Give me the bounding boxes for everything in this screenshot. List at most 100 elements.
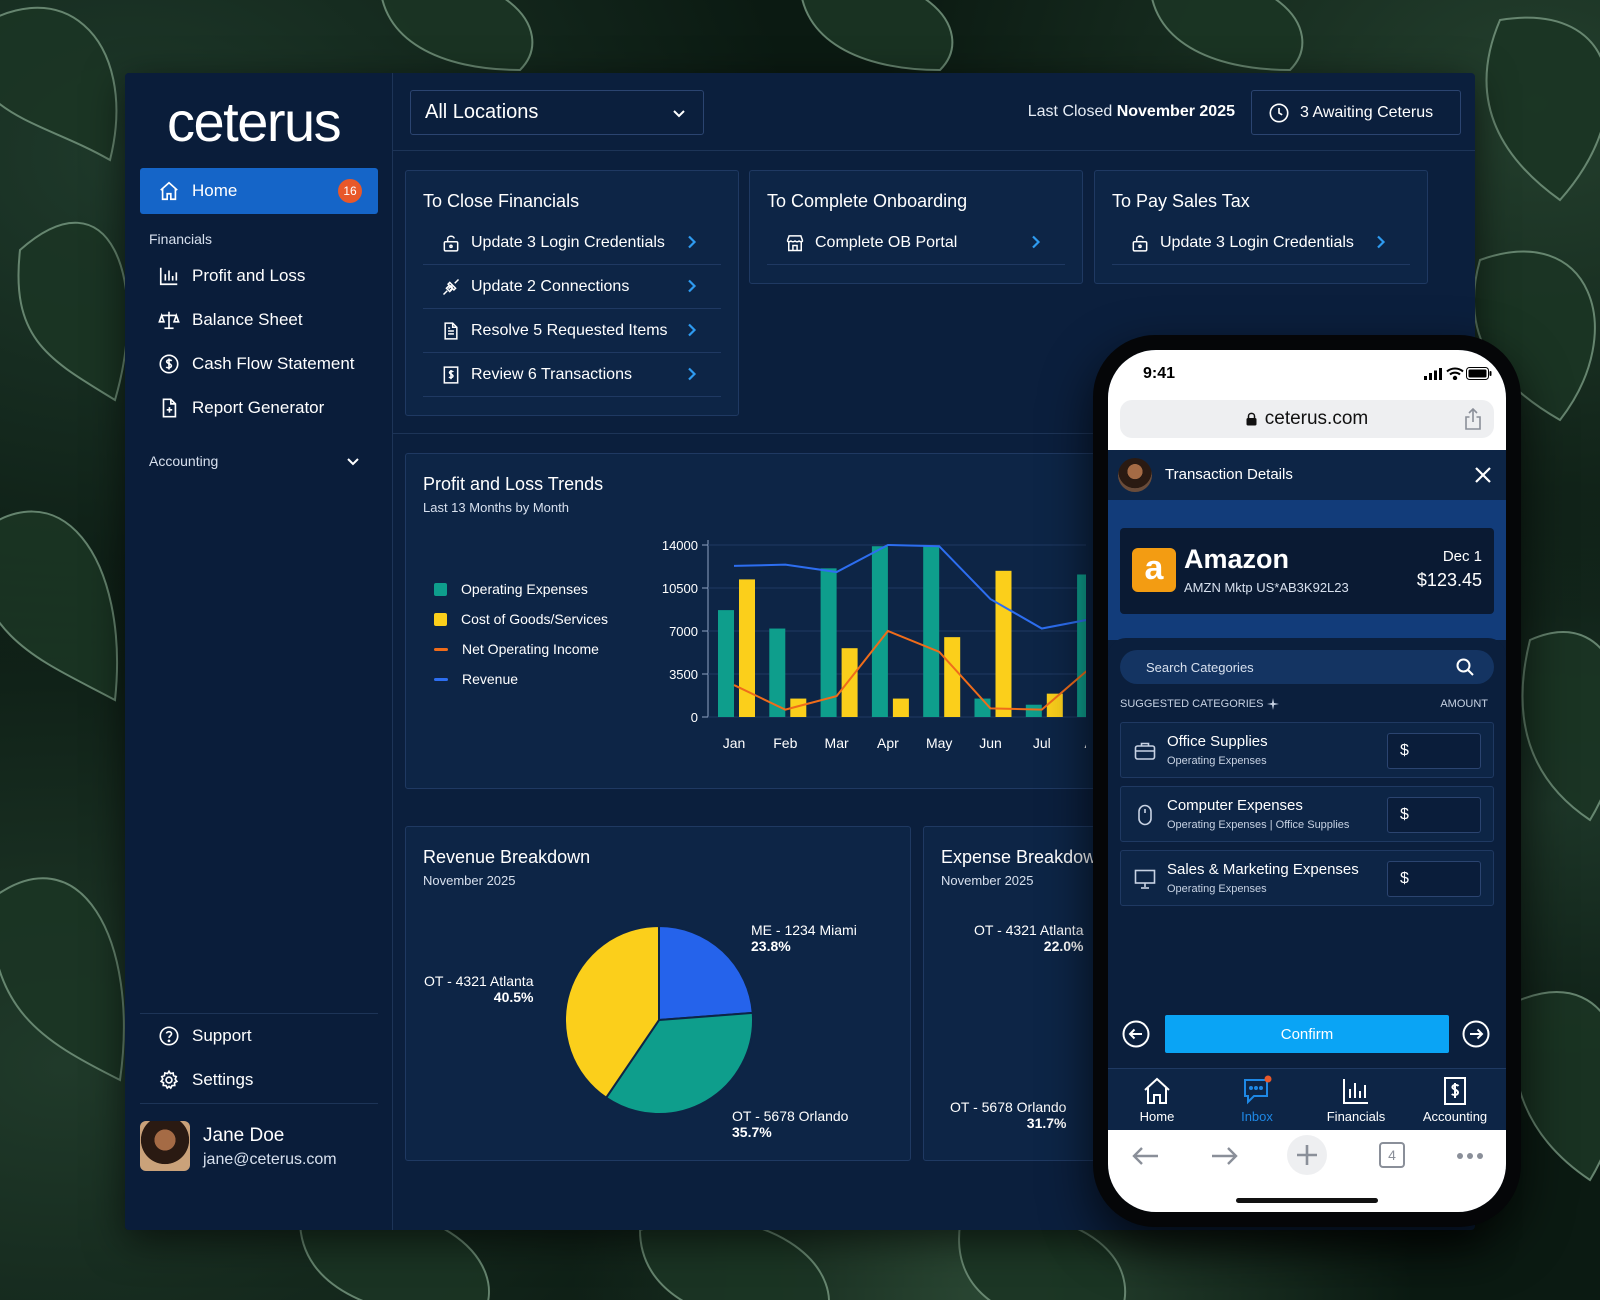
- tab-label: Accounting: [1422, 1109, 1488, 1124]
- accounting-heading[interactable]: Accounting: [149, 453, 219, 469]
- suggested-categories-label: SUGGESTED CATEGORIES: [1120, 698, 1280, 710]
- more-options-icon[interactable]: [1452, 1138, 1488, 1174]
- bar-cost-of-goods-services-may: [944, 637, 961, 717]
- pie-slice-ot-4321-atlanta: [564, 924, 660, 1100]
- card-title: To Close Financials: [423, 191, 580, 211]
- chart-title: Expense Breakdow: [941, 847, 1097, 867]
- sidebar-item-label: Profit and Loss: [192, 266, 306, 285]
- pay-sales-tax-card: To Pay Sales Tax Update 3 Login Credenti…: [1094, 170, 1428, 284]
- topbar: All Locations Last Closed November 2025 …: [393, 73, 1475, 151]
- task-label: Complete OB Portal: [815, 233, 958, 251]
- pie-label-atlanta: OT - 4321 Atlanta 40.5%: [424, 973, 533, 1005]
- x-tick-label: Feb: [773, 735, 797, 751]
- legend-swatch: [434, 612, 447, 626]
- chevron-down-icon: [673, 110, 685, 118]
- notification-badge: 16: [338, 179, 362, 203]
- transaction-date: Dec 1: [1442, 548, 1482, 565]
- pie-slice-ot-5678-orlando: [604, 1011, 754, 1115]
- category-name: Sales & Marketing Expenses: [1167, 861, 1359, 878]
- sidebar-item-label: Balance Sheet: [192, 310, 303, 329]
- sidebar-item-label: Report Generator: [192, 398, 325, 417]
- bottom-tab-bar: Home Inbox Financials Accounting: [1108, 1068, 1506, 1130]
- amount-input[interactable]: $: [1387, 797, 1481, 833]
- sidebar-item-cash-flow[interactable]: Cash Flow Statement: [158, 349, 355, 379]
- task-resolve-requested-items[interactable]: Resolve 5 Requested Items: [423, 309, 721, 353]
- tab-label: Inbox: [1241, 1109, 1273, 1124]
- support-link[interactable]: Support: [158, 1021, 252, 1051]
- category-sales-marketing[interactable]: Sales & Marketing Expenses Operating Exp…: [1120, 850, 1494, 906]
- category-path: Operating Expenses | Office Supplies: [1167, 819, 1350, 831]
- sidebar-item-home[interactable]: Home 16: [140, 168, 378, 214]
- forward-arrow-icon[interactable]: [1206, 1138, 1242, 1174]
- amount-input[interactable]: $: [1387, 861, 1481, 897]
- phone-screen: 9:41 ceterus.com Transaction Details a A…: [1108, 350, 1506, 1212]
- user-profile[interactable]: Jane Doe jane@ceterus.com: [140, 1121, 378, 1177]
- search-categories-input[interactable]: Search Categories: [1120, 650, 1494, 684]
- sidebar-item-profit-and-loss[interactable]: Profit and Loss: [158, 261, 305, 291]
- tab-inbox[interactable]: Inbox: [1212, 1075, 1302, 1124]
- legend-swatch: [434, 582, 447, 596]
- chevron-right-icon: [688, 235, 697, 249]
- lock-open-icon: [1132, 235, 1148, 252]
- y-tick-label: 14000: [662, 538, 698, 553]
- chart-subtitle: Last 13 Months by Month: [423, 500, 569, 515]
- share-icon[interactable]: [1464, 408, 1482, 430]
- search-icon: [1456, 658, 1474, 676]
- legend-label: Cost of Goods/Services: [461, 611, 609, 627]
- y-tick-label: 7000: [669, 624, 698, 639]
- url-field[interactable]: ceterus.com: [1120, 400, 1494, 438]
- sidebar-item-label: Home: [192, 181, 238, 200]
- confirm-button[interactable]: Confirm: [1165, 1015, 1449, 1053]
- sidebar-item-label: Cash Flow Statement: [192, 354, 355, 373]
- ceterus-logo: ceterus: [167, 90, 342, 153]
- chevron-down-icon[interactable]: [345, 453, 361, 469]
- home-icon: [1144, 1077, 1170, 1104]
- merchant-description: AMZN Mktp US*AB3K92L23: [1184, 580, 1349, 595]
- category-office-supplies[interactable]: Office Supplies Operating Expenses $: [1120, 722, 1494, 778]
- tab-home[interactable]: Home: [1112, 1075, 1202, 1124]
- new-tab-icon[interactable]: [1286, 1134, 1328, 1176]
- chart-title: Revenue Breakdown: [423, 847, 591, 867]
- legend-revenue: Revenue: [434, 671, 518, 687]
- location-select[interactable]: All Locations: [410, 90, 704, 135]
- tab-accounting[interactable]: Accounting: [1410, 1075, 1500, 1124]
- task-review-transactions[interactable]: Review 6 Transactions: [423, 353, 721, 397]
- complete-onboarding-card: To Complete Onboarding Complete OB Porta…: [749, 170, 1083, 284]
- back-arrow-icon[interactable]: [1128, 1138, 1164, 1174]
- task-update-connections[interactable]: Update 2 Connections: [423, 265, 721, 309]
- settings-link[interactable]: Settings: [158, 1065, 253, 1095]
- tab-count-button[interactable]: 4: [1379, 1142, 1405, 1168]
- sidebar-item-balance-sheet[interactable]: Balance Sheet: [158, 305, 303, 335]
- chevron-right-icon: [1032, 235, 1041, 249]
- bar-chart-icon: [159, 267, 178, 286]
- help-circle-icon: [159, 1026, 179, 1046]
- file-plus-icon: [162, 398, 177, 418]
- merchant-name: Amazon: [1184, 544, 1290, 574]
- sidebar: ceterus Home 16 Financials Profit and Lo…: [125, 73, 393, 1230]
- task-update-login-credentials[interactable]: Update 3 Login Credentials: [1112, 221, 1410, 265]
- sparkle-icon: [1267, 698, 1280, 710]
- category-computer-expenses[interactable]: Computer Expenses Operating Expenses | O…: [1120, 786, 1494, 842]
- task-update-login-credentials[interactable]: Update 3 Login Credentials: [423, 221, 721, 265]
- category-path: Operating Expenses: [1167, 755, 1267, 767]
- task-label: Update 3 Login Credentials: [1160, 233, 1354, 251]
- slice-percent: 22.0%: [1043, 938, 1084, 954]
- awaiting-button[interactable]: 3 Awaiting Ceterus: [1251, 90, 1461, 135]
- pie-label-orlando: OT - 5678 Orlando 35.7%: [732, 1108, 848, 1140]
- tab-financials[interactable]: Financials: [1311, 1075, 1401, 1124]
- close-icon[interactable]: [1474, 466, 1492, 484]
- task-label: Update 2 Connections: [471, 277, 630, 295]
- sidebar-item-report-generator[interactable]: Report Generator: [158, 393, 324, 423]
- slice-label: OT - 5678 Orlando: [950, 1099, 1067, 1115]
- next-arrow-icon[interactable]: [1462, 1020, 1490, 1048]
- previous-arrow-icon[interactable]: [1122, 1020, 1150, 1048]
- settings-label: Settings: [192, 1070, 254, 1089]
- amount-input[interactable]: $: [1387, 733, 1481, 769]
- bar-cost-of-goods-services-mar: [841, 648, 858, 717]
- home-indicator: [1236, 1198, 1378, 1203]
- task-complete-ob-portal[interactable]: Complete OB Portal: [767, 221, 1065, 265]
- bar-operating-expenses-apr: [871, 546, 888, 717]
- status-bar: 9:41: [1108, 350, 1506, 400]
- x-tick-label: Jul: [1033, 735, 1051, 751]
- storefront-icon: [786, 234, 804, 251]
